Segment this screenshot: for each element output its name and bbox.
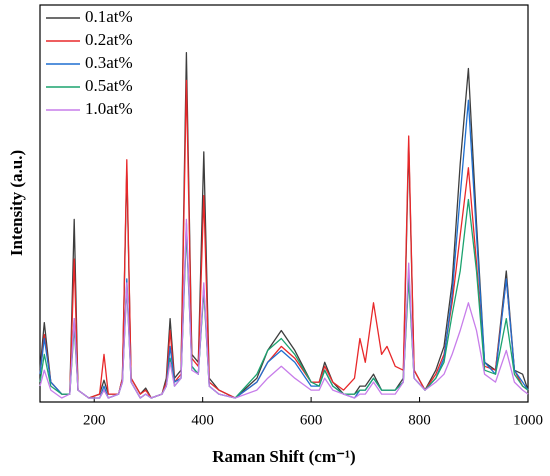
x-axis-label: Raman Shift (cm⁻¹) — [212, 447, 355, 466]
x-tick-label: 600 — [300, 412, 323, 428]
x-tick-label: 200 — [83, 412, 106, 428]
legend-label: 0.2at% — [85, 30, 133, 49]
legend-label: 0.1at% — [85, 7, 133, 26]
x-tick-label: 400 — [191, 412, 214, 428]
x-tick-label: 800 — [408, 412, 431, 428]
legend-label: 1.0at% — [85, 99, 133, 118]
legend-label: 0.3at% — [85, 53, 133, 72]
plot-frame — [39, 4, 529, 403]
x-tick-label: 1000 — [513, 412, 543, 428]
y-axis-label: Intensity (a.u.) — [7, 150, 26, 256]
series-line — [39, 218, 529, 399]
legend-label: 0.5at% — [85, 76, 133, 95]
